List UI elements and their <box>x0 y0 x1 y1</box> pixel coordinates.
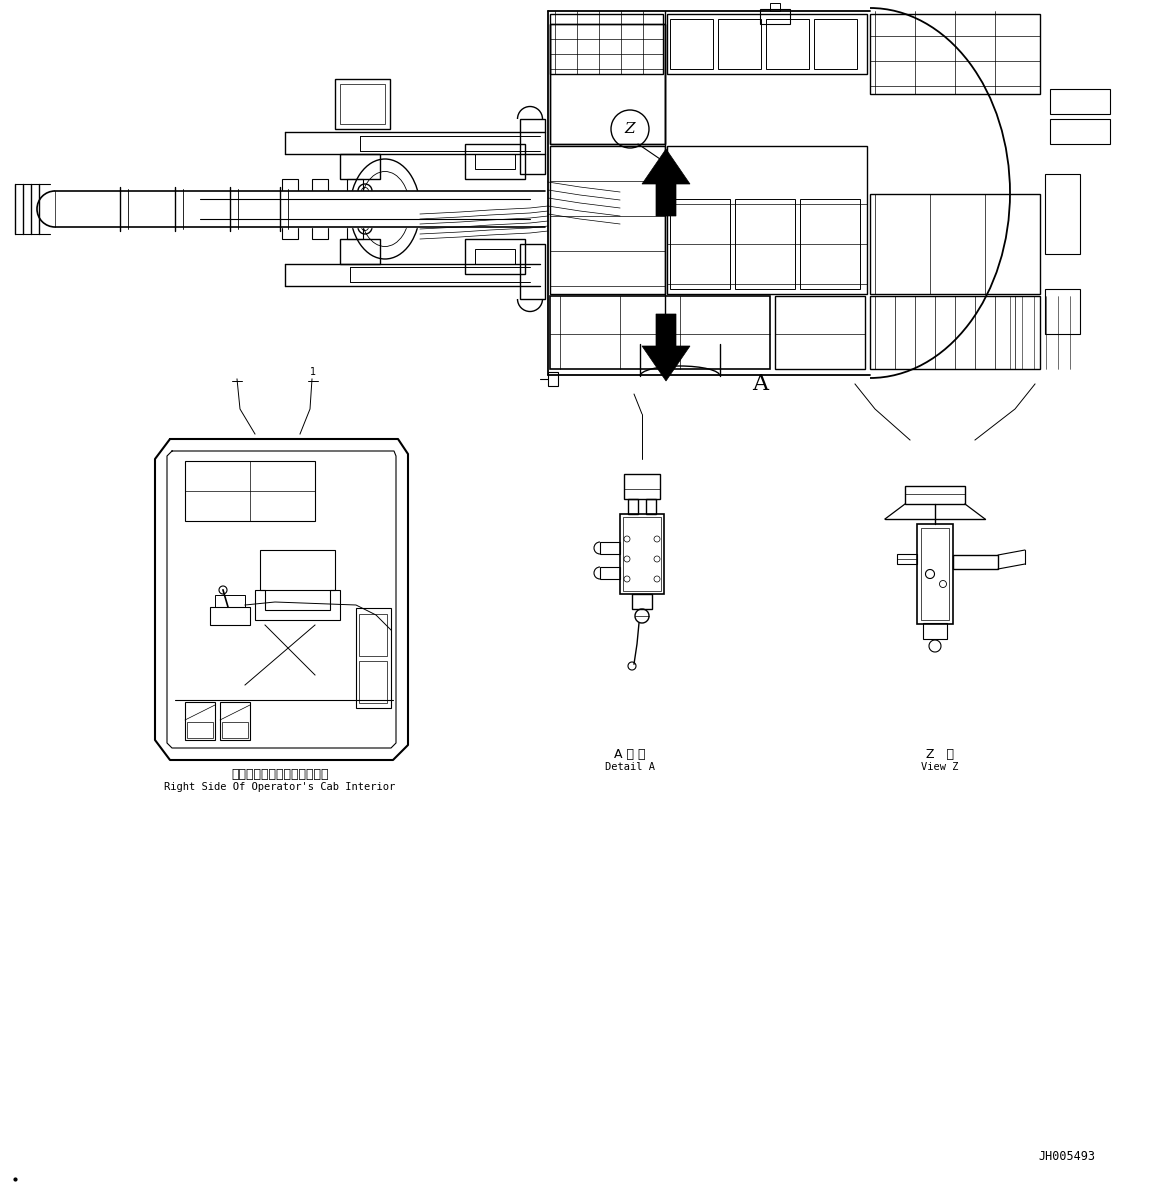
Bar <box>1050 90 1110 113</box>
Bar <box>759 10 790 24</box>
Bar <box>340 154 380 179</box>
Bar <box>923 623 947 639</box>
Bar <box>916 524 952 624</box>
Text: Right Side Of Operator's Cab Interior: Right Side Of Operator's Cab Interior <box>164 782 395 792</box>
Bar <box>550 296 770 369</box>
Bar <box>897 554 916 564</box>
Bar <box>770 4 780 11</box>
Bar <box>670 199 730 289</box>
Bar <box>645 499 656 513</box>
Bar <box>548 373 558 386</box>
Bar <box>465 144 525 179</box>
Bar <box>550 146 665 294</box>
Bar <box>550 24 665 144</box>
Text: A: A <box>752 373 768 395</box>
Bar <box>520 119 545 174</box>
Bar <box>1050 119 1110 144</box>
Bar <box>1046 174 1080 254</box>
Text: Z: Z <box>625 122 635 136</box>
Bar <box>220 702 250 740</box>
Bar <box>185 461 315 521</box>
Bar <box>475 250 515 264</box>
Text: JH005493: JH005493 <box>1039 1150 1096 1163</box>
Bar <box>312 179 328 239</box>
Bar <box>735 199 795 289</box>
Bar <box>281 179 298 239</box>
Text: View Z: View Z <box>921 762 958 773</box>
Bar <box>905 486 965 504</box>
Bar <box>600 542 620 554</box>
Bar <box>185 702 215 740</box>
Text: オペレータキャブ内側右側面: オペレータキャブ内側右側面 <box>231 768 329 781</box>
Polygon shape <box>642 149 690 216</box>
Text: Detail A: Detail A <box>605 762 655 773</box>
Bar <box>1046 289 1080 334</box>
Polygon shape <box>642 314 690 381</box>
Bar <box>475 154 515 170</box>
Bar <box>921 528 949 620</box>
Bar <box>550 14 663 74</box>
Bar <box>359 614 387 656</box>
Bar <box>620 513 664 593</box>
Bar <box>628 499 638 513</box>
Bar <box>952 555 998 570</box>
Bar <box>335 79 390 129</box>
Bar <box>550 24 665 144</box>
Bar <box>766 19 809 69</box>
Bar <box>775 296 865 369</box>
Bar <box>347 179 363 239</box>
Bar <box>870 296 1040 369</box>
Bar <box>187 722 213 738</box>
Bar <box>718 19 761 69</box>
Bar <box>814 19 857 69</box>
Bar <box>670 19 713 69</box>
Text: Z   視: Z 視 <box>926 747 954 761</box>
Bar <box>340 84 385 124</box>
Text: A 詳 細: A 詳 細 <box>614 747 645 761</box>
Bar <box>340 239 380 264</box>
Bar <box>632 593 652 609</box>
Bar <box>625 474 659 499</box>
Bar <box>215 595 245 607</box>
Bar <box>600 567 620 579</box>
Bar <box>356 608 391 708</box>
Bar <box>800 199 859 289</box>
Bar <box>870 193 1040 294</box>
Bar <box>668 14 866 74</box>
Text: 1: 1 <box>309 367 316 377</box>
Bar <box>870 14 1040 94</box>
Bar <box>222 722 248 738</box>
Bar <box>211 607 250 624</box>
Bar <box>359 661 387 703</box>
Bar <box>520 244 545 298</box>
Bar <box>465 239 525 273</box>
Bar <box>623 517 661 591</box>
Bar <box>668 146 866 294</box>
